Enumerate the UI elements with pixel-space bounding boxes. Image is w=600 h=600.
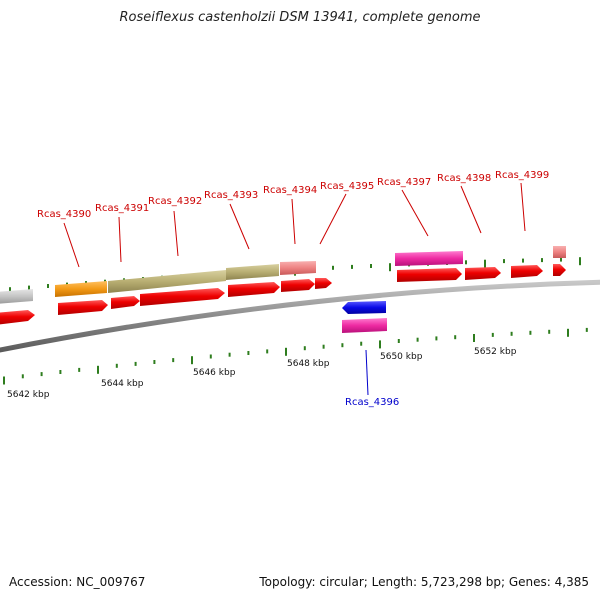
gene-label: Rcas_4394 <box>263 185 317 196</box>
gene-labels: Rcas_4390 Rcas_4391 Rcas_4392 Rcas_4393 … <box>37 170 549 408</box>
leader-line <box>229 203 250 250</box>
cds-arrow <box>58 300 108 315</box>
scale-label: 5650 kbp <box>380 352 423 362</box>
olive-feature <box>108 270 226 293</box>
scale-label: 5648 kbp <box>287 359 330 369</box>
leader-line <box>460 185 482 234</box>
pink-feature <box>395 251 463 266</box>
leader-line <box>118 216 122 263</box>
olive-feature <box>226 264 279 280</box>
orange-feature <box>55 281 107 297</box>
leader-line <box>291 198 296 245</box>
genome-summary-text: Topology: circular; Length: 5,723,298 bp… <box>259 575 589 589</box>
gene-label: Rcas_4399 <box>495 170 549 181</box>
leader-line <box>173 210 179 257</box>
scale-labels: 5642 kbp 5644 kbp 5646 kbp 5648 kbp 5650… <box>7 347 517 400</box>
gene-label: Rcas_4398 <box>437 173 491 184</box>
cds-arrow <box>281 279 315 292</box>
gene-label: Rcas_4392 <box>148 196 202 207</box>
gene-label: Rcas_4397 <box>377 177 431 188</box>
cds-arrow <box>315 278 332 289</box>
leader-line <box>365 349 369 396</box>
scale-label: 5644 kbp <box>101 379 144 389</box>
salmon-feature <box>553 246 566 258</box>
pink-feature <box>342 318 387 333</box>
cds-arrow <box>465 267 501 280</box>
gene-label: Rcas_4396 <box>345 397 399 408</box>
salmon-feature <box>280 261 316 275</box>
scale-label: 5652 kbp <box>474 347 517 357</box>
cds-arrow <box>111 296 140 309</box>
cds-arrow <box>553 264 566 276</box>
lower-tick-track <box>3 327 588 385</box>
blue-cds-arrow <box>342 301 386 314</box>
leader-line <box>520 182 526 232</box>
gene-label: Rcas_4395 <box>320 181 374 192</box>
leader-line <box>319 193 347 245</box>
scale-label: 5646 kbp <box>193 368 236 378</box>
feature-track-upper <box>0 246 566 304</box>
cds-arrow <box>397 268 462 282</box>
genome-backbone <box>0 279 600 353</box>
cds-arrow <box>140 288 225 306</box>
accession-text: Accession: NC_009767 <box>9 575 146 589</box>
genome-title: Roseiflexus castenholzii DSM 13941, comp… <box>119 10 481 25</box>
cds-arrow <box>511 265 543 278</box>
gene-label: Rcas_4393 <box>204 190 258 201</box>
gene-label: Rcas_4391 <box>95 203 149 214</box>
scale-label: 5642 kbp <box>7 390 50 400</box>
gene-leader-lines <box>63 182 526 396</box>
cds-track-forward <box>0 264 566 325</box>
grey-feature <box>0 289 33 304</box>
cds-arrow <box>0 310 35 325</box>
leader-line <box>401 189 429 237</box>
cds-track-reverse <box>342 301 387 333</box>
cds-arrow <box>228 282 280 297</box>
gene-label: Rcas_4390 <box>37 209 91 220</box>
leader-line <box>63 222 80 268</box>
